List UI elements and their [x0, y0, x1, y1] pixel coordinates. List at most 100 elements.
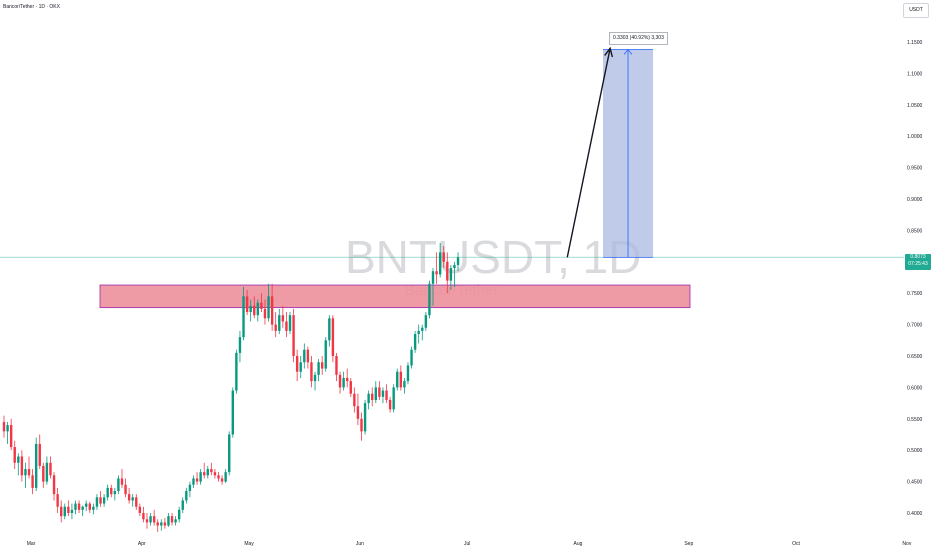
candle-body [371, 393, 374, 400]
current-price-tag: 0.8073 07:25:43 [905, 254, 931, 270]
price-tick-label: 0.8500 [907, 228, 923, 234]
price-tick-label: 1.0500 [907, 103, 923, 109]
candle-body [117, 478, 120, 492]
candle-body [320, 362, 324, 369]
candle-body [110, 487, 113, 495]
candle-body [410, 349, 413, 366]
candle-body [303, 349, 306, 363]
candle-body [417, 330, 420, 335]
candle-body [374, 387, 377, 400]
candle-body [145, 519, 149, 523]
candle-body [249, 305, 252, 313]
price-tick-label: 0.4500 [907, 480, 923, 486]
candle-body [399, 371, 403, 388]
price-tick-label: 0.7000 [907, 323, 923, 329]
candle-body [245, 296, 249, 313]
candle-body [338, 374, 342, 388]
candle-body [435, 271, 438, 275]
candle-body [149, 516, 152, 523]
candle-body [267, 296, 270, 319]
candle-body [378, 387, 381, 397]
candle-body [113, 491, 117, 495]
price-tick-label: 1.1000 [907, 71, 923, 77]
candle-body [449, 268, 453, 281]
candle-body [281, 315, 285, 322]
candle-body [396, 371, 399, 388]
candle-body [260, 302, 263, 309]
candle-body [70, 509, 74, 513]
time-tick-label: Nov [902, 541, 911, 547]
candle-body [167, 516, 170, 526]
price-tick-label: 1.0000 [907, 134, 923, 140]
candle-body [217, 475, 220, 479]
time-tick-label: Jul [464, 541, 470, 547]
candle-body [177, 509, 181, 520]
candle-body [199, 472, 202, 482]
candle-body [31, 475, 34, 488]
candle-body [285, 321, 288, 331]
bar-countdown: 07:25:43 [908, 261, 928, 267]
candle-body [385, 390, 388, 400]
candle-body [438, 252, 442, 275]
candle-body [424, 315, 428, 328]
candle-body [456, 257, 460, 265]
candle-body [242, 296, 245, 338]
price-tick-label: 0.9000 [907, 197, 923, 203]
candle-body [124, 484, 127, 495]
candle-body [220, 478, 224, 482]
candle-body [85, 503, 88, 507]
time-tick-label: Oct [792, 541, 800, 547]
price-tick-label: 0.7500 [907, 291, 923, 297]
candle-body [313, 374, 317, 382]
currency-unit-button[interactable]: USDT [903, 3, 929, 18]
price-tick-label: 0.4000 [907, 511, 923, 517]
candle-body [421, 327, 424, 331]
candle-body [81, 506, 84, 510]
candle-body [77, 503, 81, 510]
candle-body [253, 305, 256, 316]
candle-body [346, 377, 349, 382]
candle-body [342, 377, 345, 388]
candle-body [206, 469, 209, 476]
projection-arrow-head [604, 46, 614, 58]
candle-body [60, 506, 63, 517]
candle-body [34, 443, 38, 488]
measure-arrow-head [623, 48, 633, 55]
candle-body [210, 469, 213, 473]
candle-body [195, 478, 199, 482]
symbol-title[interactable]: Bancor/Tether · 1D · OKX [3, 4, 60, 10]
candle-body [331, 318, 335, 356]
candle-body [188, 484, 192, 492]
candle-body [453, 264, 456, 269]
candle-body [356, 406, 360, 419]
candle-body [349, 381, 352, 394]
candle-body [24, 469, 27, 476]
time-tick-label: Apr [138, 541, 146, 547]
measure-label: 0.3303 (40.92%) 3,303 [609, 32, 668, 45]
projection-arrow[interactable] [566, 48, 611, 258]
candle-body [310, 362, 313, 382]
support-zone[interactable] [99, 284, 691, 309]
candle-body [63, 506, 66, 517]
candle-body [403, 381, 406, 388]
candle-body [274, 324, 277, 331]
candle-body [2, 421, 6, 432]
candle-body [138, 506, 142, 513]
candle-body [238, 337, 242, 353]
candle-body [263, 308, 267, 319]
candle-body [278, 315, 281, 331]
candle-body [353, 393, 356, 407]
candle-body [288, 315, 292, 331]
candle-body [6, 425, 9, 432]
candle-body [388, 399, 392, 410]
candle-body [45, 462, 49, 482]
candle-body [392, 387, 395, 410]
candle-body [160, 522, 163, 526]
candle-body [256, 302, 260, 316]
price-tick-label: 0.6500 [907, 354, 923, 360]
candle-body [292, 315, 295, 356]
candle-body [406, 365, 410, 382]
candle-body [49, 462, 52, 476]
candle-body [120, 478, 124, 485]
